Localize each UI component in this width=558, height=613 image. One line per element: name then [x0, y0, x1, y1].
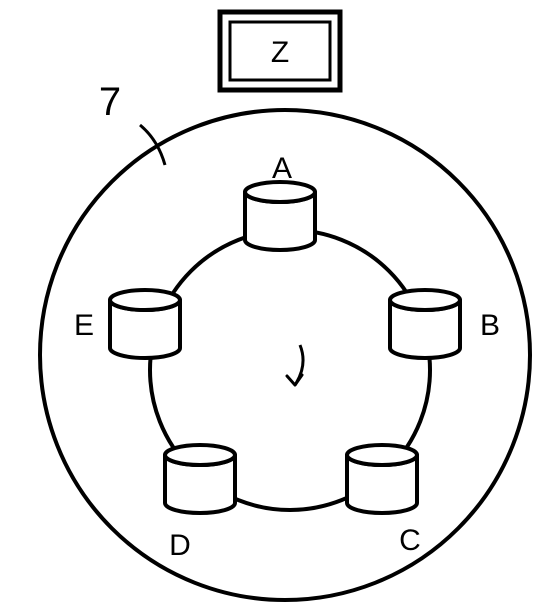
cylinder-c — [347, 445, 417, 513]
cylinder-d — [165, 445, 235, 513]
cylinder-b — [390, 290, 460, 358]
station-label-z: Z — [271, 36, 289, 69]
cylinder-a — [245, 182, 315, 250]
ref-number: 7 — [99, 80, 121, 124]
cylinder-label-c: C — [399, 524, 421, 557]
cylinder-label-e: E — [74, 309, 94, 342]
rotation-arrow-head-icon — [287, 375, 302, 385]
cylinder-label-a: A — [272, 152, 292, 185]
cylinder-label-d: D — [169, 529, 191, 562]
cylinder-e — [110, 290, 180, 358]
cylinder-label-b: B — [480, 309, 500, 342]
